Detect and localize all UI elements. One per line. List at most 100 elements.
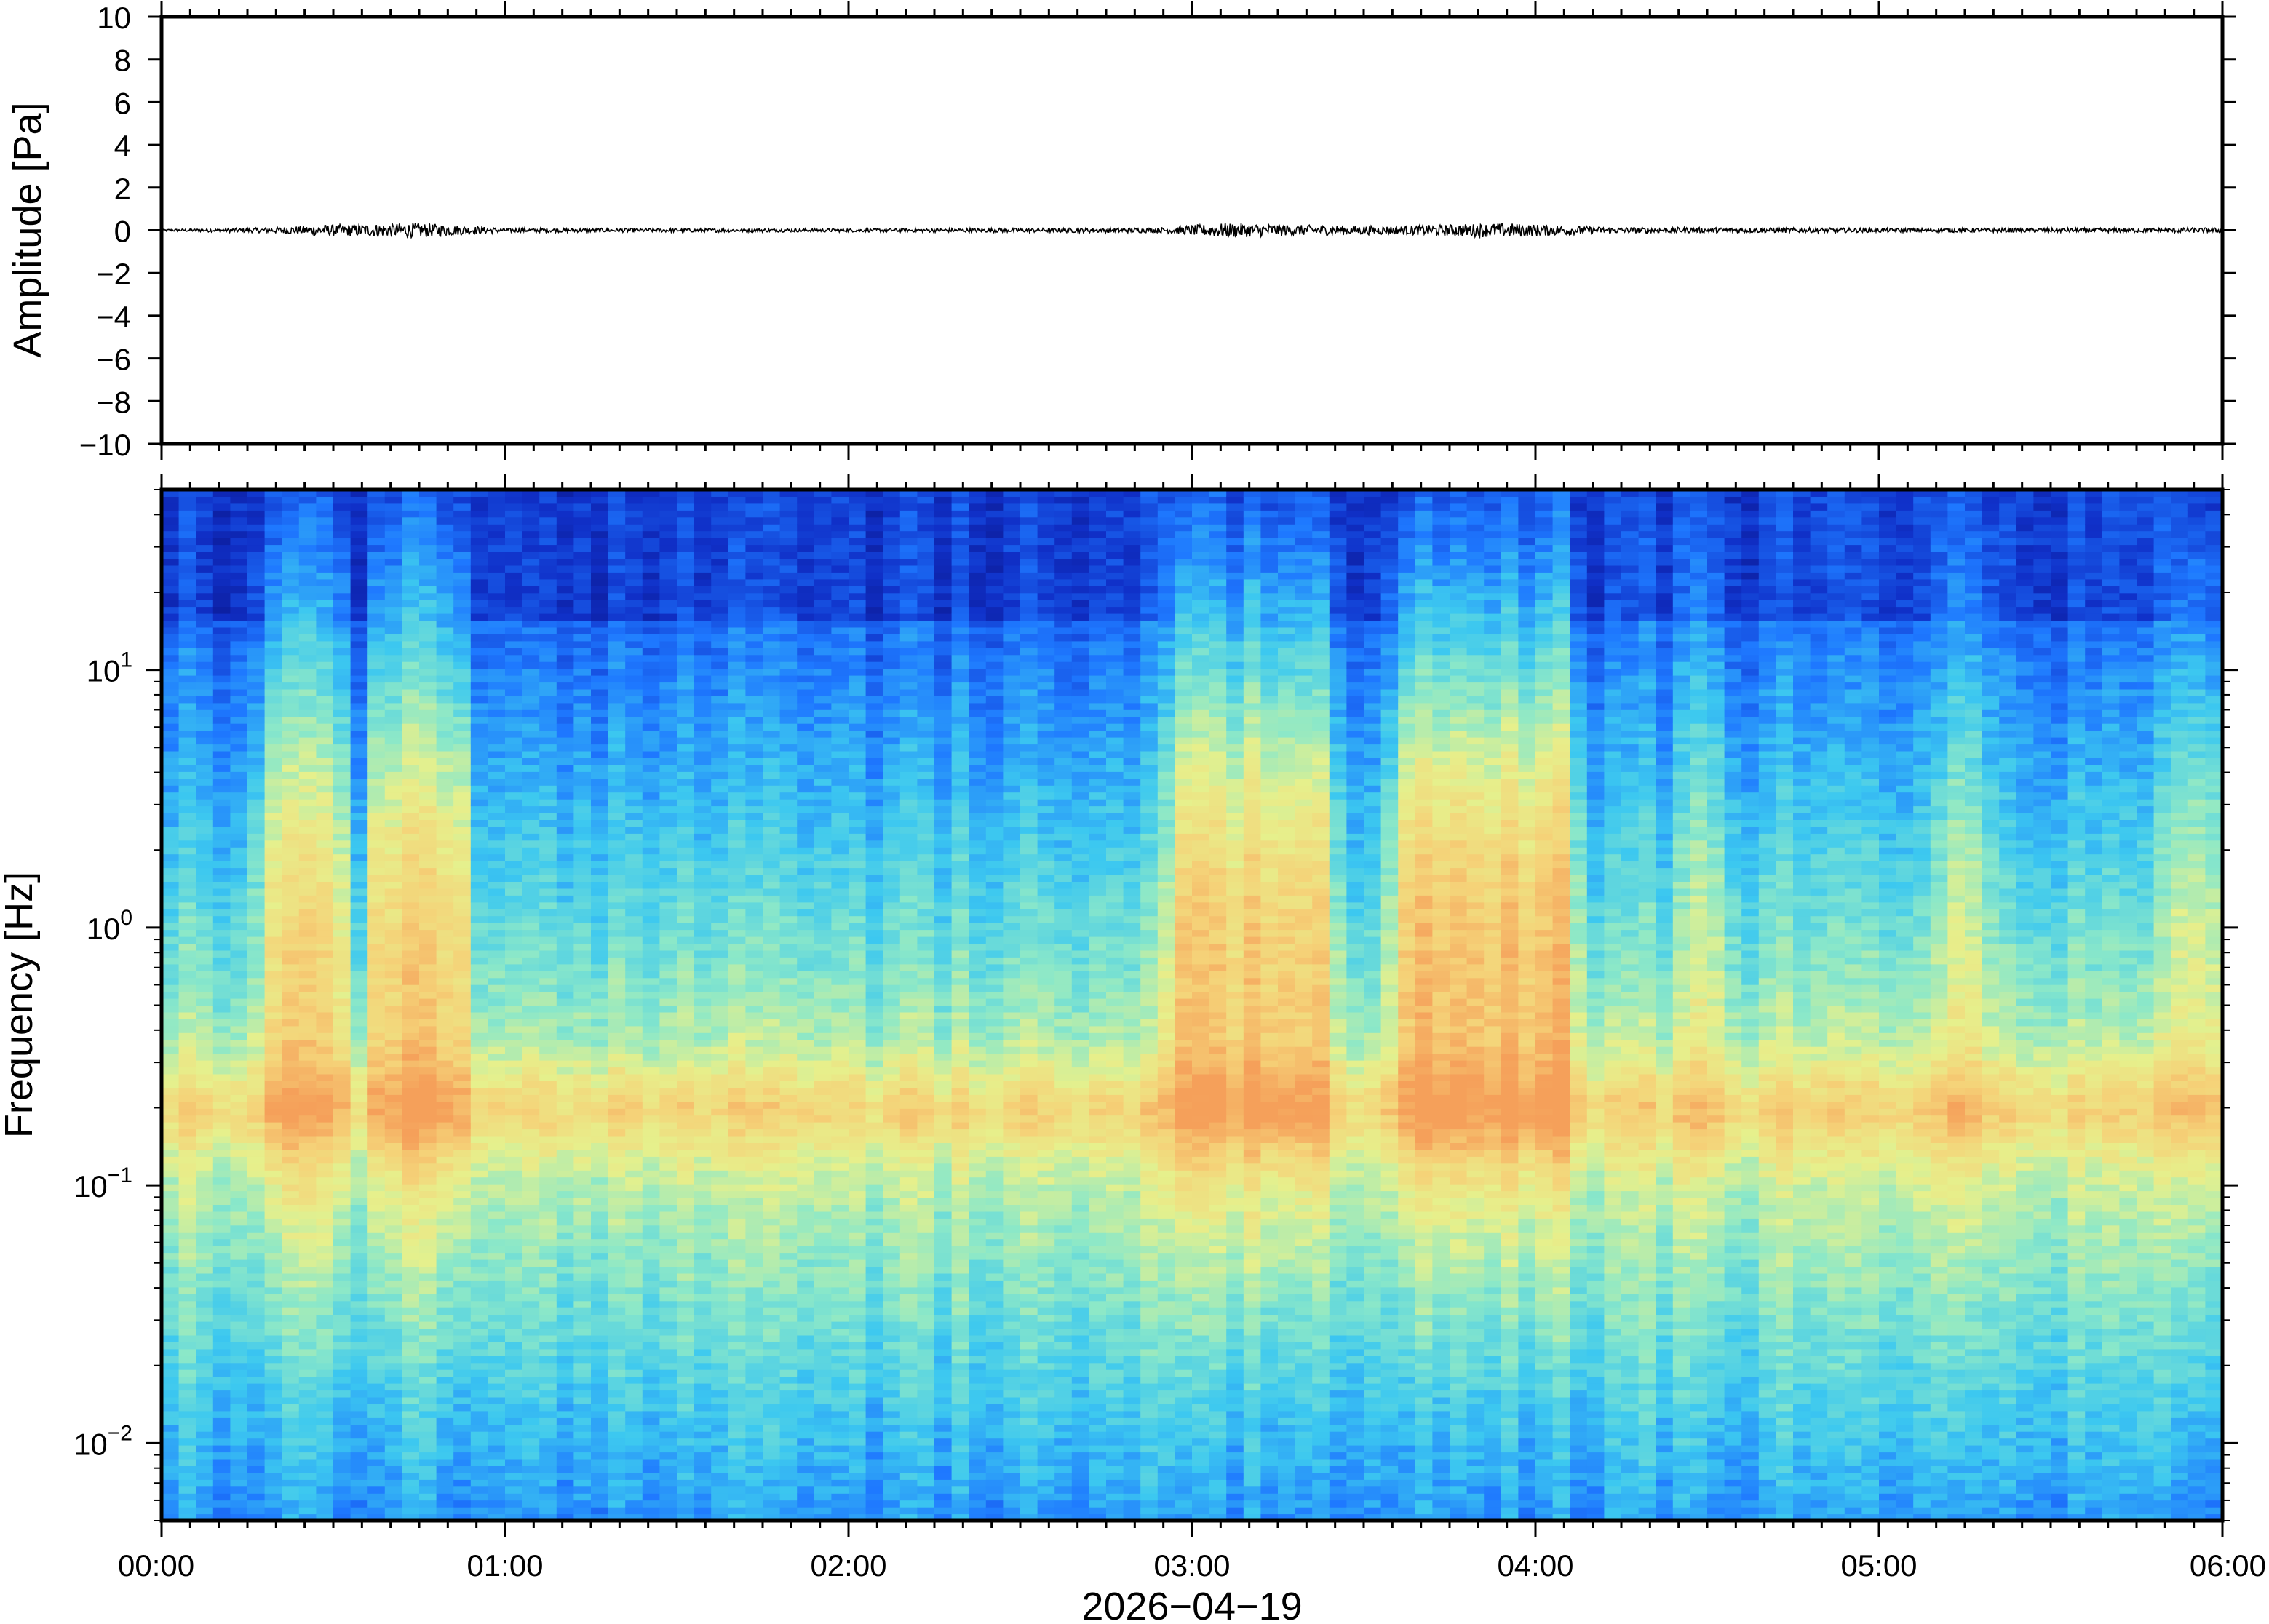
spectrogram-cell xyxy=(264,1376,282,1384)
spectrogram-cell xyxy=(247,929,266,937)
spectrogram-cell xyxy=(350,1163,368,1171)
spectrogram-cell xyxy=(298,1246,317,1254)
spectrogram-cell xyxy=(573,805,592,813)
spectrogram-cell xyxy=(419,1238,437,1246)
spectrogram-cell xyxy=(539,626,557,634)
spectrogram-cell xyxy=(677,1005,695,1013)
spectrogram-cell xyxy=(230,895,248,903)
spectrogram-cell xyxy=(625,661,643,669)
spectrogram-cell xyxy=(282,538,300,546)
spectrogram-cell xyxy=(677,1431,695,1439)
spectrogram-cell xyxy=(505,1204,523,1212)
spectrogram-cell xyxy=(230,861,248,869)
spectrogram-cell xyxy=(316,861,334,869)
spectrogram-cell xyxy=(573,538,592,546)
spectrogram-cell xyxy=(591,613,609,621)
spectrogram-cell xyxy=(196,1513,214,1521)
spectrogram-cell xyxy=(694,606,712,614)
spectrogram-cell xyxy=(196,1431,214,1439)
spectrogram-cell xyxy=(264,936,282,944)
spectrogram-cell xyxy=(505,530,523,538)
spectrogram-cell xyxy=(264,1039,282,1047)
spectrogram-cell xyxy=(230,1074,248,1081)
spectrogram-cell xyxy=(522,1397,540,1404)
spectrogram-cell xyxy=(196,984,214,992)
spectrogram-cell xyxy=(505,675,523,683)
spectrogram-cell xyxy=(453,963,472,971)
spectrogram-cell xyxy=(298,915,317,923)
spectrogram-cell xyxy=(642,1238,660,1246)
spectrogram-cell xyxy=(573,1472,592,1480)
spectrogram-cell xyxy=(419,881,437,889)
spectrogram-cell xyxy=(282,1032,300,1040)
spectrogram-cell xyxy=(694,1328,712,1336)
spectrogram-cell xyxy=(196,1060,214,1068)
spectrogram-cell xyxy=(333,1198,351,1205)
spectrogram-cell xyxy=(522,1122,540,1130)
spectrogram-cell xyxy=(659,1101,677,1109)
spectrogram-cell xyxy=(178,1266,196,1274)
spectrogram-cell xyxy=(436,1156,454,1164)
spectrogram-cell xyxy=(694,1246,712,1254)
spectrogram-cell xyxy=(350,963,368,971)
spectrogram-cell xyxy=(316,998,334,1006)
spectrogram-cell xyxy=(470,1074,488,1081)
spectrogram-cell xyxy=(539,1383,557,1391)
spectrogram-cell xyxy=(625,1087,643,1095)
spectrogram-cell xyxy=(230,901,248,909)
spectrogram-cell xyxy=(230,1046,248,1054)
spectrogram-cell xyxy=(282,1087,300,1095)
spectrogram-cell xyxy=(625,530,643,538)
spectrogram-cell xyxy=(264,1383,282,1391)
spectrogram-cell xyxy=(367,648,386,656)
spectrogram-cell xyxy=(522,600,540,608)
spectrogram-cell xyxy=(488,503,506,511)
spectrogram-cell xyxy=(470,1053,488,1061)
spectrogram-cell xyxy=(419,1390,437,1398)
spectrogram-cell xyxy=(333,1060,351,1068)
spectrogram-cell xyxy=(196,1080,214,1088)
spectrogram-cell xyxy=(298,668,317,676)
spectrogram-cell xyxy=(694,1204,712,1212)
spectrogram-cell xyxy=(642,648,660,656)
spectrogram-cell xyxy=(212,1039,231,1047)
spectrogram-cell xyxy=(556,1452,574,1460)
spectrogram-cell xyxy=(522,613,540,621)
spectrogram-cell xyxy=(659,613,677,621)
spectrogram-cell xyxy=(573,626,592,634)
spectrogram-cell xyxy=(402,1011,420,1019)
spectrogram-cell xyxy=(367,1348,386,1356)
spectrogram-cell xyxy=(282,1424,300,1432)
spectrogram-cell xyxy=(591,1122,609,1130)
spectrogram-cell xyxy=(178,901,196,909)
spectrogram-cell xyxy=(711,1507,729,1515)
spectrogram-cell xyxy=(488,1129,506,1137)
spectrogram-cell xyxy=(367,1115,386,1123)
spectrogram-cell xyxy=(642,1246,660,1254)
spectrogram-cell xyxy=(522,689,540,696)
spectrogram-cell xyxy=(316,1032,334,1040)
spectrogram-cell xyxy=(556,895,574,903)
spectrogram-cell xyxy=(522,1273,540,1281)
spectrogram-cell xyxy=(539,1431,557,1439)
spectrogram-cell xyxy=(350,702,368,710)
spectrogram-cell xyxy=(573,971,592,979)
spectrogram-cell xyxy=(591,709,609,717)
spectrogram-cell xyxy=(419,1115,437,1123)
spectrogram-cell xyxy=(505,1438,523,1446)
spectrogram-cell xyxy=(212,544,231,552)
spectrogram-cell xyxy=(453,668,472,676)
spectrogram-cell xyxy=(453,751,472,758)
spectrogram-heatmap xyxy=(162,490,2223,1521)
spectrogram-cell xyxy=(539,963,557,971)
spectrogram-cell xyxy=(350,517,368,525)
spectrogram-cell xyxy=(505,1025,523,1033)
spectrogram-cell xyxy=(522,682,540,690)
spectrogram-cell xyxy=(419,998,437,1006)
spectrogram-cell xyxy=(333,716,351,724)
spectrogram-cell xyxy=(333,1149,351,1157)
spectrogram-cell xyxy=(212,1170,231,1178)
spectrogram-cell xyxy=(608,1115,626,1123)
spectrogram-cell xyxy=(694,592,712,600)
